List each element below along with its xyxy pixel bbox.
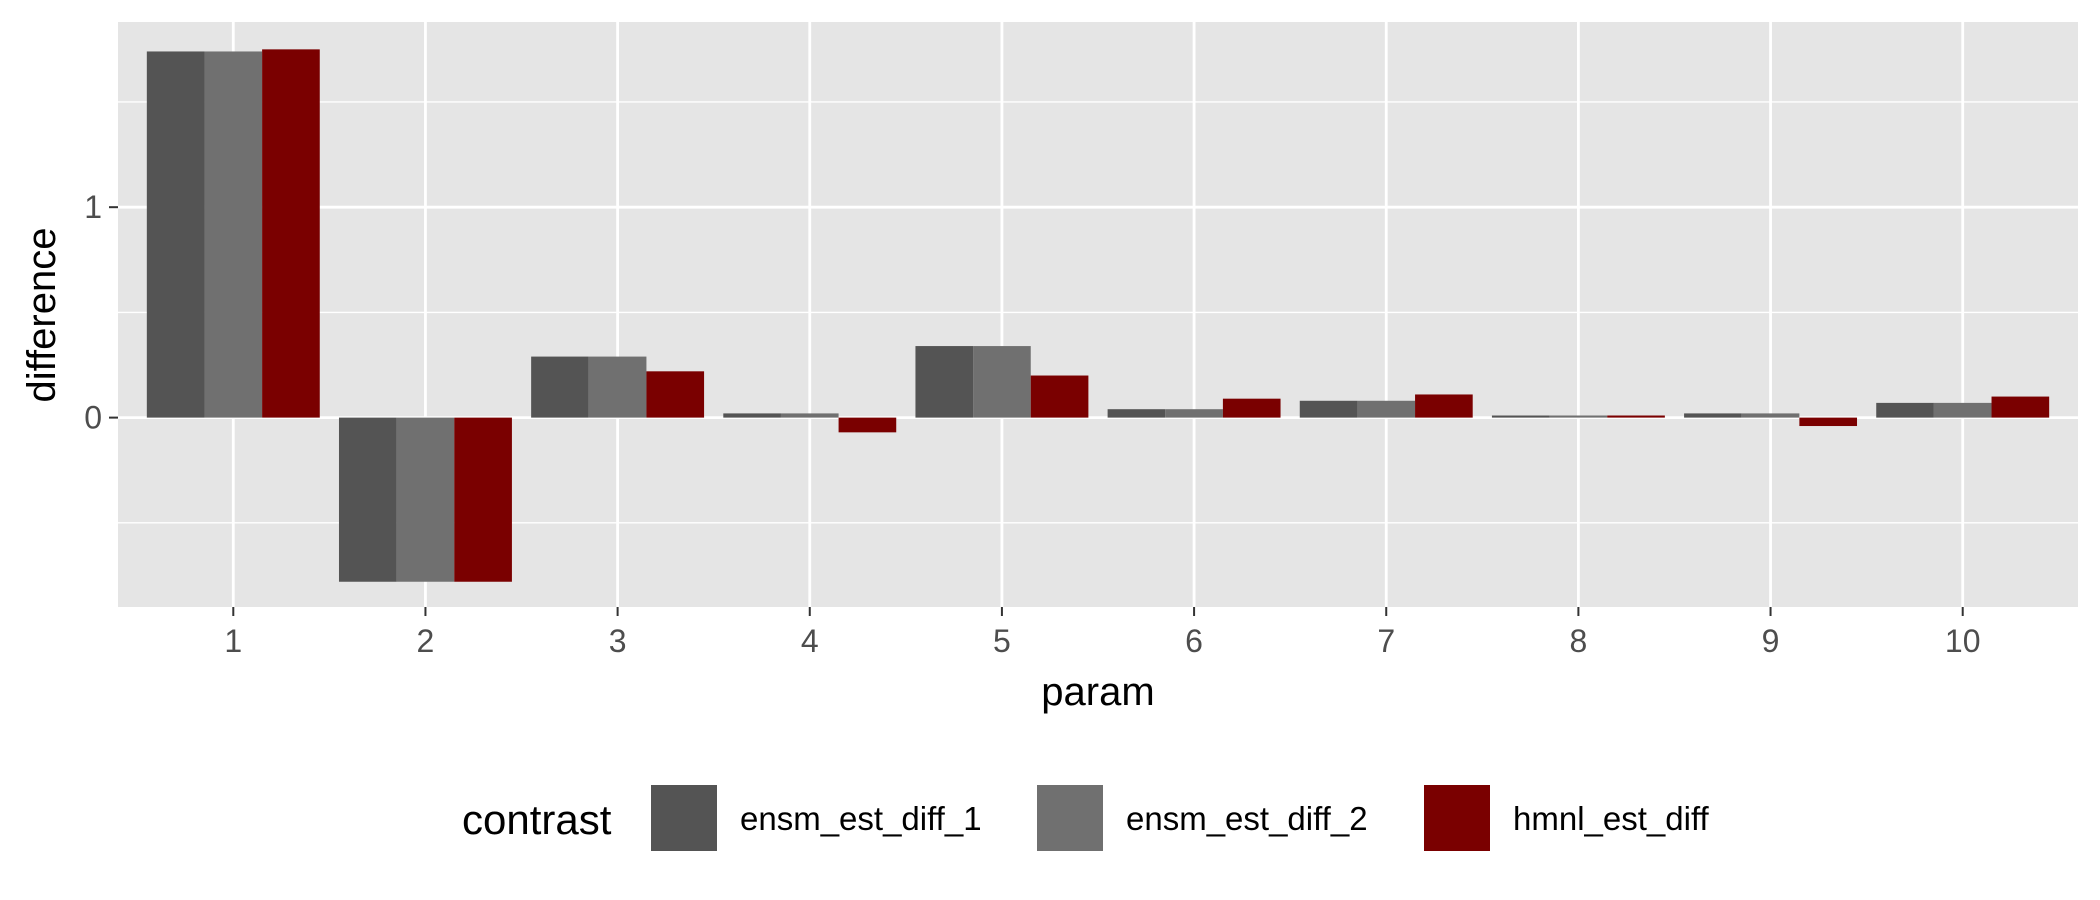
bar-hmnl_est_diff-4	[838, 417, 897, 433]
bar-hmnl_est_diff-8	[1607, 415, 1665, 418]
bar-ensm_est_diff_1-4	[723, 413, 781, 418]
bars	[146, 49, 2050, 582]
bar-hmnl_est_diff-1	[262, 49, 320, 418]
bar-ensm_est_diff_2-2	[396, 417, 455, 582]
bar-ensm_est_diff_2-7	[1357, 400, 1416, 418]
bar-ensm_est_diff_1-2	[338, 417, 397, 582]
bar-ensm_est_diff_2-8	[1549, 415, 1608, 418]
x-axis: 1 2 3 4 5 6 7 8 9 10	[224, 607, 1981, 659]
x-tick-label: 6	[1185, 623, 1203, 659]
x-tick-label: 4	[801, 623, 819, 659]
legend: contrast ensm_est_diff_1 ensm_est_diff_2 h…	[462, 783, 1710, 853]
legend-key-ensm_est_diff_2	[1035, 783, 1105, 853]
legend-label-ensm_est_diff_2: ensm_est_diff_2	[1126, 800, 1368, 837]
bar-ensm_est_diff_2-1	[204, 51, 263, 418]
y-tick-label: 0	[84, 400, 102, 436]
legend-label-hmnl_est_diff: hmnl_est_diff	[1513, 800, 1710, 837]
bar-hmnl_est_diff-3	[646, 371, 705, 418]
bar-ensm_est_diff_1-1	[146, 51, 205, 418]
y-axis-title: difference	[20, 228, 64, 403]
x-tick-label: 8	[1569, 623, 1587, 659]
x-tick-label: 2	[417, 623, 435, 659]
bar-ensm_est_diff_2-6	[1165, 409, 1223, 418]
bar-ensm_est_diff_1-7	[1299, 400, 1358, 418]
x-tick-label: 3	[609, 623, 627, 659]
x-tick-label: 5	[993, 623, 1011, 659]
x-tick-label: 1	[224, 623, 242, 659]
bar-ensm_est_diff_1-9	[1684, 413, 1742, 418]
bar-hmnl_est_diff-7	[1415, 394, 1473, 418]
bar-hmnl_est_diff-10	[1991, 396, 2050, 418]
bar-ensm_est_diff_2-9	[1741, 413, 1800, 418]
bar-ensm_est_diff_2-3	[588, 356, 647, 418]
bar-ensm_est_diff_2-5	[973, 346, 1031, 418]
bar-hmnl_est_diff-5	[1030, 375, 1089, 418]
bar-hmnl_est_diff-9	[1799, 417, 1858, 427]
bar-ensm_est_diff_2-4	[780, 413, 839, 418]
bar-hmnl_est_diff-6	[1222, 398, 1281, 418]
legend-key-hmnl_est_diff	[1422, 783, 1492, 853]
bar-ensm_est_diff_2-10	[1933, 402, 1992, 418]
bar-ensm_est_diff_1-6	[1107, 409, 1166, 418]
x-tick-label: 9	[1762, 623, 1780, 659]
legend-key-ensm_est_diff_1	[649, 783, 719, 853]
x-tick-label: 10	[1945, 623, 1981, 659]
bar-ensm_est_diff_1-10	[1876, 402, 1934, 418]
bar-hmnl_est_diff-2	[454, 417, 512, 582]
legend-label-ensm_est_diff_1: ensm_est_diff_1	[740, 800, 982, 837]
bar-ensm_est_diff_1-3	[531, 356, 589, 418]
y-tick-label: 1	[84, 189, 102, 225]
bar-ensm_est_diff_1-8	[1491, 415, 1550, 418]
legend-title: contrast	[462, 796, 612, 843]
x-axis-title: param	[1041, 670, 1154, 714]
y-axis: 01	[84, 189, 118, 436]
x-tick-label: 7	[1377, 623, 1395, 659]
bar-ensm_est_diff_1-5	[915, 346, 974, 418]
